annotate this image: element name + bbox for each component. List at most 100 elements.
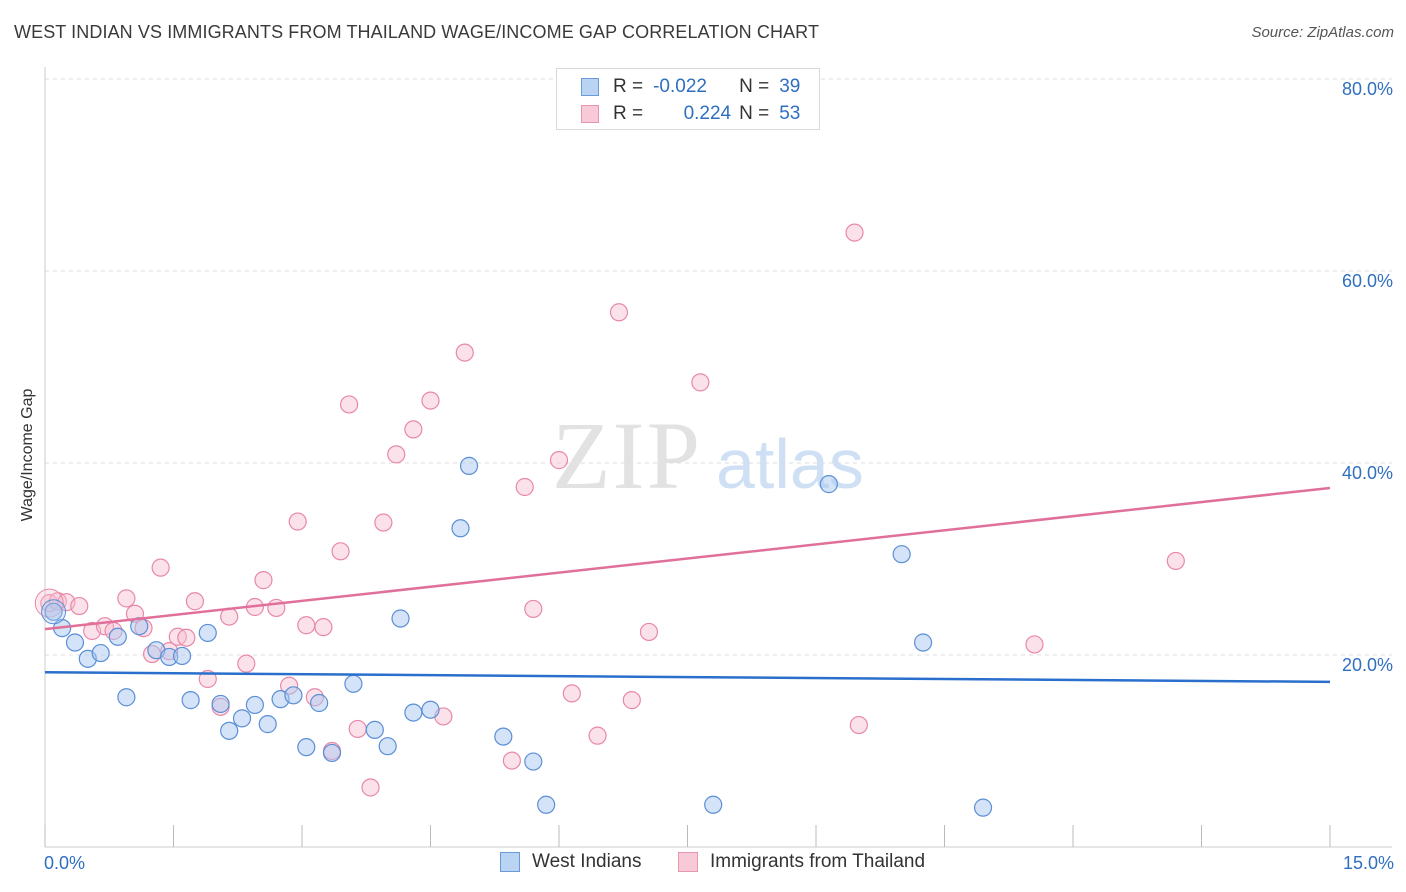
- legend-swatch-pink: [581, 105, 599, 123]
- thailand-point: [691, 373, 710, 392]
- legend-label-thailand: Immigrants from Thailand: [710, 851, 926, 872]
- west-indian-point: [391, 609, 410, 628]
- watermark: ZIP atlas: [552, 402, 864, 509]
- thailand-point: [515, 477, 534, 497]
- thailand-point: [151, 558, 170, 577]
- thailand-point: [348, 719, 367, 739]
- west-indian-point: [819, 475, 838, 494]
- west-indian-point: [704, 795, 723, 814]
- legend-label-west-indians: West Indians: [532, 851, 642, 872]
- thailand-point: [639, 622, 659, 642]
- y-tick-label: 80.0%: [1342, 79, 1393, 99]
- legend-n-value: 53: [779, 103, 801, 124]
- thailand-point: [374, 513, 393, 532]
- west-indian-point: [91, 643, 110, 663]
- west-indian-point: [44, 602, 63, 621]
- west-indian-point: [973, 798, 993, 817]
- legend-item-west-indians: West Indians: [500, 851, 641, 873]
- legend-r-value: 0.224: [683, 103, 732, 124]
- series-west-indians-points: [41, 456, 993, 817]
- thailand-point: [387, 445, 406, 464]
- thailand-point: [331, 542, 350, 561]
- watermark-zip: ZIP: [552, 402, 702, 509]
- west-indian-point: [524, 752, 543, 771]
- legend-r-value: -0.022: [653, 76, 707, 97]
- y-tick-label: 40.0%: [1342, 463, 1393, 483]
- thailand-point: [70, 596, 89, 616]
- legend-swatch-pink: [678, 852, 698, 872]
- thailand-point: [1166, 551, 1185, 571]
- thailand-point: [237, 654, 256, 673]
- west-indian-point: [220, 721, 239, 740]
- west-indian-point: [322, 743, 342, 763]
- thailand-point: [185, 592, 205, 611]
- thailand-point: [845, 223, 864, 242]
- west-indian-point: [232, 709, 252, 728]
- y-tick-labels: 20.0% 40.0% 60.0% 80.0%: [1342, 79, 1393, 675]
- west-indian-point: [198, 623, 217, 643]
- west-indian-point: [459, 456, 479, 475]
- thailand-point: [849, 715, 868, 735]
- legend-row-west-indians: R = -0.022 N = 39: [581, 75, 800, 99]
- west-indian-point: [108, 627, 127, 646]
- thailand-point: [502, 751, 521, 770]
- thailand-point: [288, 512, 307, 531]
- thailand-point: [177, 628, 196, 647]
- west-indian-point: [451, 519, 470, 538]
- thailand-point: [549, 451, 569, 470]
- thailand-point: [524, 599, 543, 619]
- west-indian-point: [537, 795, 556, 814]
- trend-lines: [44, 486, 1331, 684]
- x-axis-min-label: 0.0%: [44, 853, 86, 873]
- legend-r-label: R =: [613, 103, 644, 124]
- thailand-point: [404, 420, 423, 439]
- west-indian-point: [421, 700, 440, 719]
- west-indian-point: [181, 691, 200, 710]
- legend-n-label: N =: [739, 103, 770, 124]
- legend-swatch-blue: [581, 78, 599, 96]
- west-indian-point: [310, 693, 329, 713]
- west-indian-point: [892, 545, 911, 564]
- series-legend: West Indians Immigrants from Thailand: [0, 851, 1406, 877]
- source-label: Source: ZipAtlas.com: [1251, 24, 1394, 41]
- west-indian-point: [245, 695, 264, 715]
- thailand-point: [562, 684, 581, 703]
- watermark-atlas: atlas: [716, 425, 864, 503]
- legend-n-label: N =: [739, 76, 770, 97]
- west-indian-point: [65, 633, 85, 652]
- west-indian-point: [365, 720, 384, 739]
- thailand-point: [622, 691, 641, 710]
- axes: [44, 67, 1392, 848]
- x-axis-max-label: 15.0%: [1342, 853, 1394, 873]
- west-indian-point: [284, 686, 303, 705]
- stats-legend: R = -0.022 N = 39 R = 0.224 N = 53: [556, 68, 820, 130]
- legend-n-value: 39: [779, 76, 801, 97]
- thailand-point: [609, 303, 629, 322]
- west-indian-point-large: [41, 599, 67, 625]
- legend-r-label: R =: [613, 76, 644, 97]
- west-indian-point: [913, 633, 933, 652]
- thailand-point: [361, 778, 380, 797]
- legend-item-thailand: Immigrants from Thailand: [678, 851, 925, 873]
- thailand-point: [314, 618, 333, 637]
- west-indian-point: [297, 738, 316, 757]
- y-tick-label: 60.0%: [1342, 271, 1393, 291]
- west-indians-trend-line: [44, 671, 1331, 684]
- west-indian-point: [404, 703, 423, 722]
- west-indian-point: [211, 694, 230, 714]
- legend-swatch-blue: [500, 852, 520, 872]
- series-thailand-points: [34, 223, 1185, 797]
- thailand-point: [1025, 635, 1044, 654]
- thailand-point: [340, 395, 359, 414]
- thailand-point: [254, 571, 273, 590]
- thailand-point: [421, 391, 440, 410]
- west-indian-point: [117, 688, 136, 707]
- thailand-point: [117, 589, 136, 608]
- thailand-point: [588, 726, 607, 745]
- west-indian-point: [378, 737, 397, 756]
- thailand-point: [455, 343, 474, 362]
- west-indian-point: [258, 715, 277, 734]
- legend-row-thailand: R = 0.224 N = 53: [581, 102, 800, 126]
- thailand-point: [297, 616, 316, 635]
